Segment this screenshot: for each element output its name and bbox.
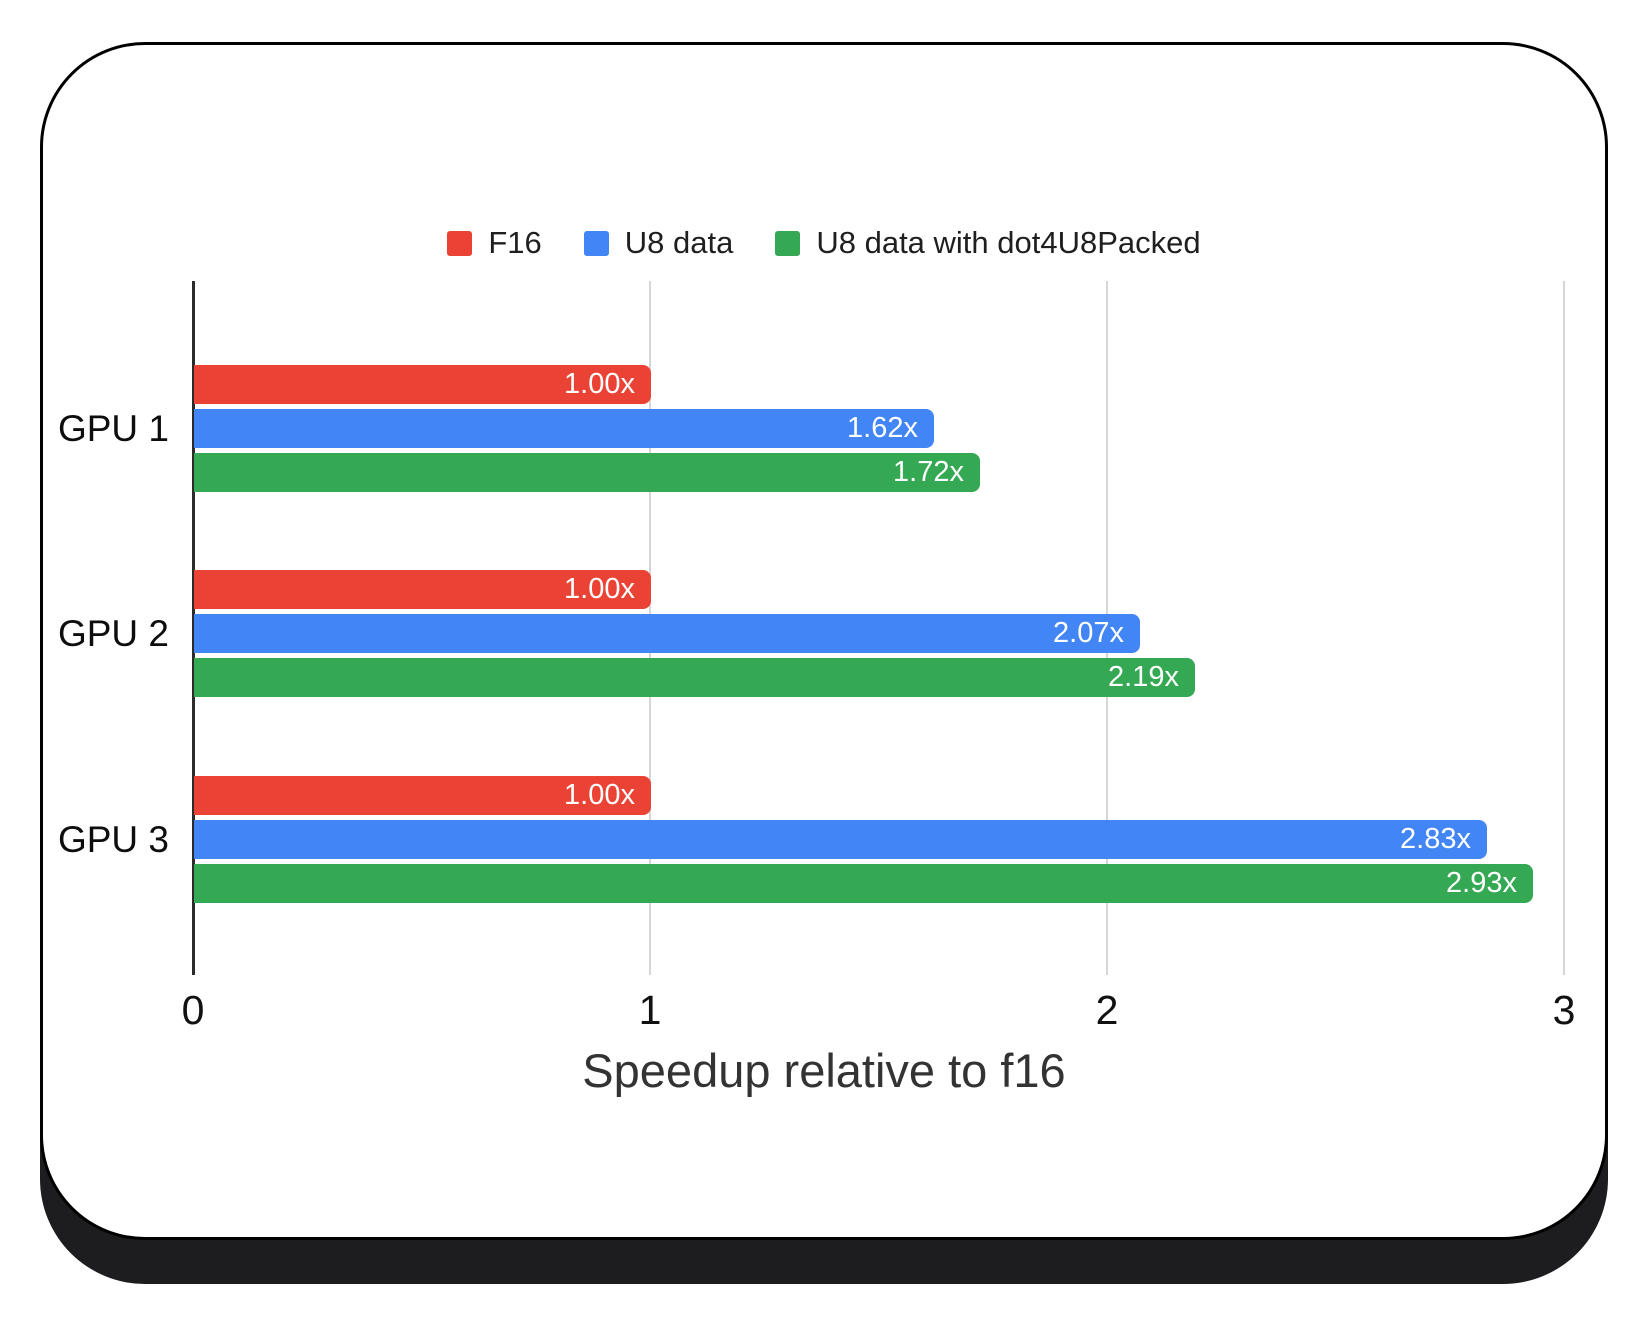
legend-swatch-icon — [447, 230, 473, 256]
bar-u8-data-with-dot4u8packed-gpu-2: 2.19x — [194, 658, 1195, 697]
legend-label: U8 data with dot4U8Packed — [816, 225, 1201, 260]
bar-value-label: 2.07x — [1053, 617, 1124, 649]
bar-u8-data-with-dot4u8packed-gpu-3: 2.93x — [194, 864, 1533, 903]
legend-item: U8 data — [583, 225, 734, 261]
bar-value-label: 1.00x — [564, 779, 635, 811]
x-axis-title: Speedup relative to f16 — [582, 1044, 1066, 1097]
bar-value-label: 1.00x — [564, 368, 635, 400]
bar-u8-data-gpu-1: 1.62x — [194, 409, 934, 448]
bar-f16-gpu-3: 1.00x — [194, 776, 651, 815]
bar-value-label: 1.62x — [847, 412, 918, 444]
x-tick-label: 3 — [1552, 987, 1576, 1033]
y-axis-line — [192, 281, 195, 975]
bar-f16-gpu-2: 1.00x — [194, 570, 651, 609]
x-tick-label: 1 — [638, 987, 662, 1033]
legend-item: U8 data with dot4U8Packed — [775, 225, 1201, 261]
chart-legend: F16 U8 data U8 data with dot4U8Packed — [43, 225, 1605, 261]
legend-label: F16 — [488, 225, 542, 260]
x-tick-label: 0 — [181, 987, 205, 1033]
category-label: GPU 3 — [57, 818, 169, 860]
x-tick-label: 2 — [1095, 987, 1119, 1033]
bar-f16-gpu-1: 1.00x — [194, 365, 651, 404]
bar-value-label: 2.93x — [1446, 867, 1517, 899]
legend-item: F16 — [447, 225, 542, 261]
gridline — [1563, 281, 1565, 975]
category-label: GPU 1 — [57, 407, 169, 449]
category-label: GPU 2 — [57, 612, 169, 654]
bar-u8-data-gpu-3: 2.83x — [194, 820, 1487, 859]
bar-value-label: 1.72x — [893, 456, 964, 488]
bar-value-label: 2.83x — [1400, 823, 1471, 855]
chart-card: F16 U8 data U8 data with dot4U8Packed GPU … — [40, 42, 1608, 1240]
plot-area: GPU 1 1.00x 1.62x 1.72x GPU 2 1.00x 2.07x 2.19x… — [43, 281, 1611, 975]
legend-label: U8 data — [624, 225, 734, 260]
bar-value-label: 2.19x — [1108, 661, 1179, 693]
bar-u8-data-with-dot4u8packed-gpu-1: 1.72x — [194, 453, 980, 492]
bar-value-label: 1.00x — [564, 573, 635, 605]
legend-swatch-icon — [583, 230, 609, 256]
bar-u8-data-gpu-2: 2.07x — [194, 614, 1140, 653]
legend-swatch-icon — [775, 230, 801, 256]
